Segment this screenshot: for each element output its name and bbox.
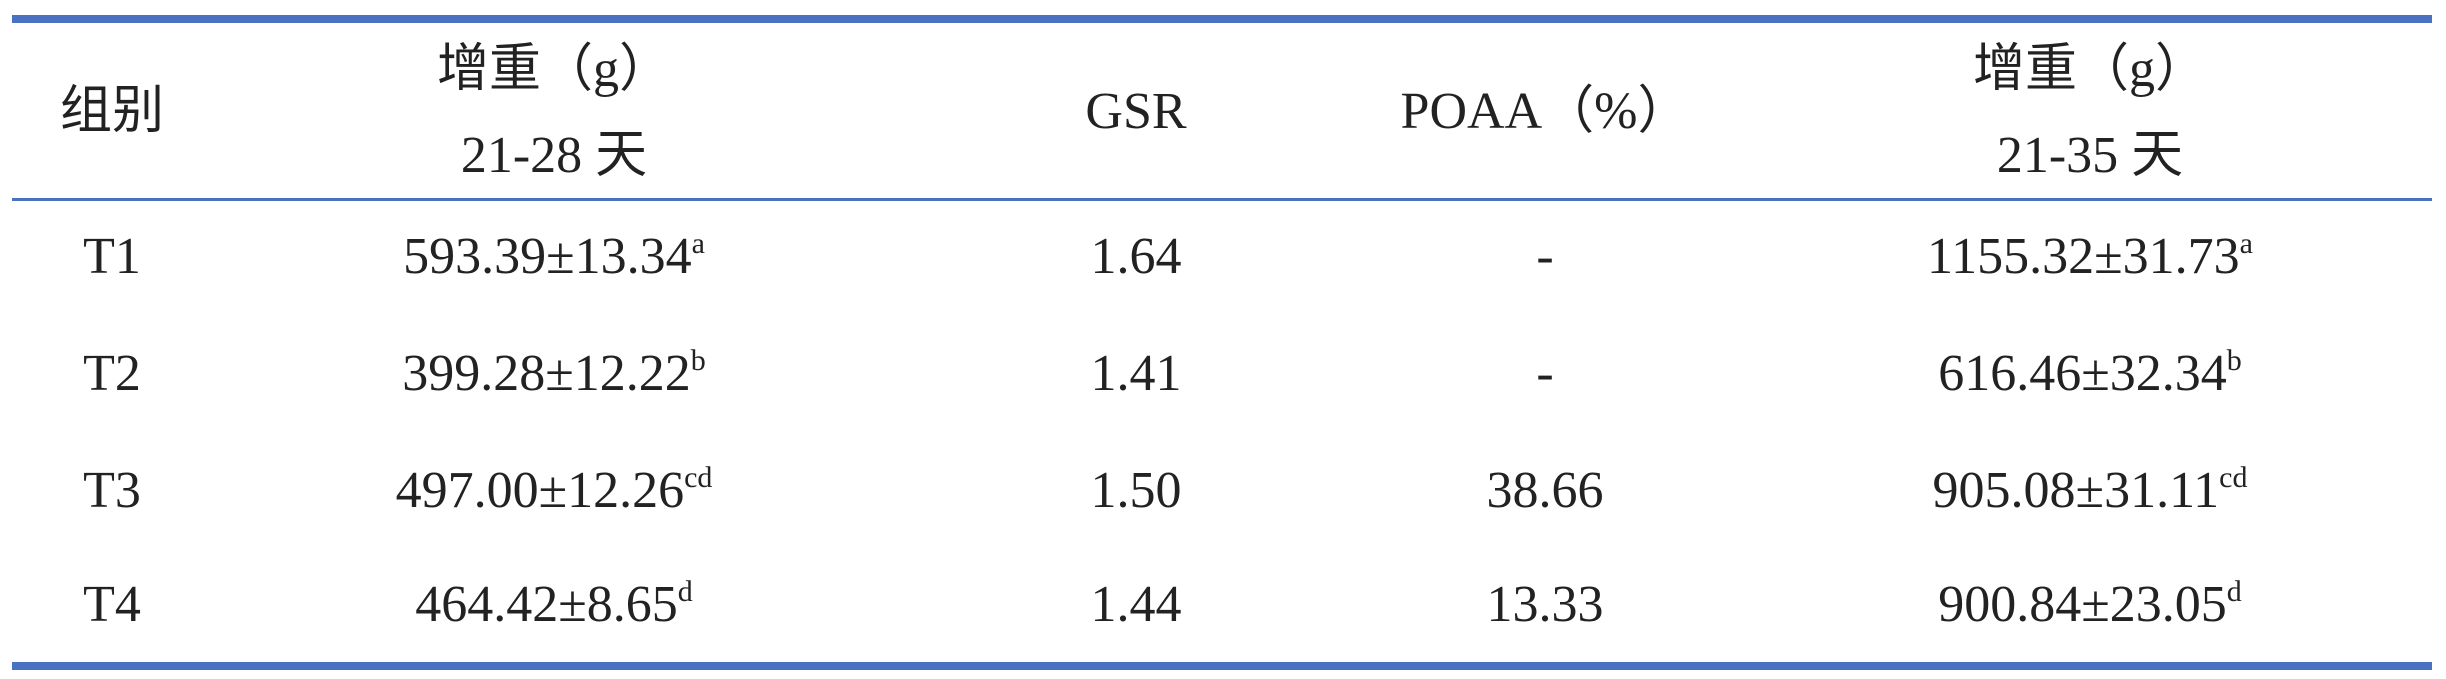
cell-value: 399.28±12.22 [402,345,691,402]
cell-value: 616.46±32.34 [1938,345,2227,402]
header-cell: 组别 [59,83,165,140]
significance-letter: d [2226,575,2242,608]
header-cell: 21-35 天 [1996,127,2184,184]
table-cell: T2 [83,345,141,402]
header-cell: GSR [1085,83,1187,140]
significance-letter: a [2239,227,2253,260]
top-rule [12,15,2432,23]
table-cell: - [1536,345,1554,402]
table-cell: 497.00±12.26cd [395,462,713,519]
header-cell: 增重（g） [1972,41,2208,98]
cell-value: 1155.32±31.73 [1927,228,2240,285]
cell-value: 905.08±31.11 [1932,462,2220,519]
table-cell: T4 [83,576,141,633]
bottom-rule [12,662,2432,670]
header-cell: 增重（g） [436,41,672,98]
table-cell: 1.50 [1090,462,1182,519]
table-cell: 905.08±31.11cd [1932,462,2248,519]
table-cell: 399.28±12.22b [402,345,706,402]
table-cell: - [1536,228,1554,285]
header-cell: 21-28 天 [460,127,648,184]
table-cell: 616.46±32.34b [1938,345,2242,402]
table-cell: T1 [83,228,141,285]
significance-letter: b [690,344,706,377]
header-rule [12,198,2432,201]
table-cell: 1.64 [1090,228,1182,285]
table-cell: 1155.32±31.73a [1927,228,2253,285]
table-cell: 464.42±8.65d [415,576,693,633]
table-cell: 1.41 [1090,345,1182,402]
significance-letter: a [691,227,705,260]
table-cell: 593.39±13.34a [403,228,705,285]
table-cell: 1.44 [1090,576,1182,633]
cell-value: 497.00±12.26 [395,462,685,519]
table-cell: 38.66 [1486,462,1604,519]
header-cell: POAA（%） [1400,83,1690,140]
significance-letter: cd [684,461,713,494]
table-cell: 13.33 [1486,576,1604,633]
table-cell: T3 [83,462,141,519]
cell-value: 464.42±8.65 [415,576,678,633]
significance-letter: cd [2219,461,2248,494]
cell-value: 593.39±13.34 [403,228,692,285]
significance-letter: b [2226,344,2242,377]
cell-value: 900.84±23.05 [1938,576,2227,633]
table-cell: 900.84±23.05d [1938,576,2242,633]
significance-letter: d [677,575,693,608]
